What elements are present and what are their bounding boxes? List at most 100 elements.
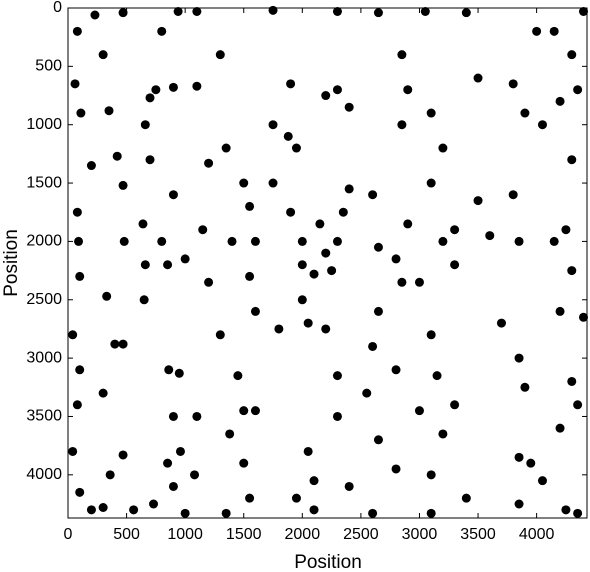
point [303, 446, 313, 456]
point [225, 429, 235, 439]
point [72, 207, 82, 217]
point [450, 400, 460, 410]
point [438, 429, 448, 439]
point [118, 8, 128, 18]
point [397, 50, 407, 60]
point [432, 371, 442, 381]
point [368, 508, 378, 518]
point [461, 8, 471, 18]
point [514, 499, 524, 509]
point [344, 481, 354, 491]
point [426, 178, 436, 188]
point [309, 505, 319, 515]
point [70, 79, 80, 89]
point [221, 143, 231, 153]
point [309, 476, 319, 486]
point [321, 324, 331, 334]
point [118, 180, 128, 190]
y-tick-label: 3000 [26, 349, 62, 366]
point [368, 190, 378, 200]
point [549, 26, 559, 36]
point [98, 388, 108, 398]
point [567, 155, 577, 165]
point [485, 231, 495, 241]
point [168, 82, 178, 92]
point [204, 158, 214, 168]
point [86, 505, 96, 515]
point [268, 5, 278, 15]
point [450, 225, 460, 235]
point [514, 353, 524, 363]
point [98, 50, 108, 60]
point [145, 155, 155, 165]
point [145, 93, 155, 103]
point [368, 341, 378, 351]
point [338, 207, 348, 217]
point [163, 260, 173, 270]
point [397, 120, 407, 130]
point [174, 368, 184, 378]
point [520, 108, 530, 118]
point [118, 450, 128, 460]
point [239, 178, 249, 188]
point [426, 330, 436, 340]
point [297, 260, 307, 270]
point [75, 271, 85, 281]
point [190, 470, 200, 480]
point [578, 7, 588, 17]
point [180, 508, 190, 518]
point [332, 7, 342, 17]
point [532, 26, 542, 36]
y-tick-label: 2000 [26, 233, 62, 250]
x-tick-label: 1000 [167, 526, 203, 543]
point [514, 452, 524, 462]
y-tick-label: 0 [53, 0, 62, 16]
point [239, 406, 249, 416]
point [555, 96, 565, 106]
point [86, 161, 96, 171]
point [140, 120, 150, 130]
y-tick-label: 1000 [26, 116, 62, 133]
x-tick-label: 500 [113, 526, 140, 543]
point [140, 260, 150, 270]
x-tick-label: 3000 [402, 526, 438, 543]
x-tick-label: 3500 [460, 526, 496, 543]
y-tick-label: 1500 [26, 174, 62, 191]
point [72, 26, 82, 36]
point [118, 339, 128, 349]
point [578, 312, 588, 322]
point [129, 505, 139, 515]
point [450, 260, 460, 270]
point [110, 339, 120, 349]
point [192, 81, 202, 91]
point [75, 487, 85, 497]
point [151, 85, 161, 95]
point [303, 318, 313, 328]
point [508, 79, 518, 89]
point [327, 266, 337, 276]
point [157, 26, 167, 36]
point [309, 269, 319, 279]
point [268, 120, 278, 130]
point [537, 476, 547, 486]
point [514, 236, 524, 246]
point [168, 190, 178, 200]
point [573, 85, 583, 95]
point [239, 458, 249, 468]
point [104, 106, 114, 116]
point [321, 248, 331, 258]
x-axis-label: Position [294, 552, 362, 572]
point [321, 91, 331, 101]
point [198, 225, 208, 235]
point [268, 178, 278, 188]
point [175, 446, 185, 456]
axes-frame [67, 7, 588, 519]
point [221, 508, 231, 518]
point [164, 365, 174, 375]
x-tick-label: 2000 [285, 526, 321, 543]
point [215, 330, 225, 340]
point [297, 236, 307, 246]
point [332, 236, 342, 246]
point [233, 371, 243, 381]
